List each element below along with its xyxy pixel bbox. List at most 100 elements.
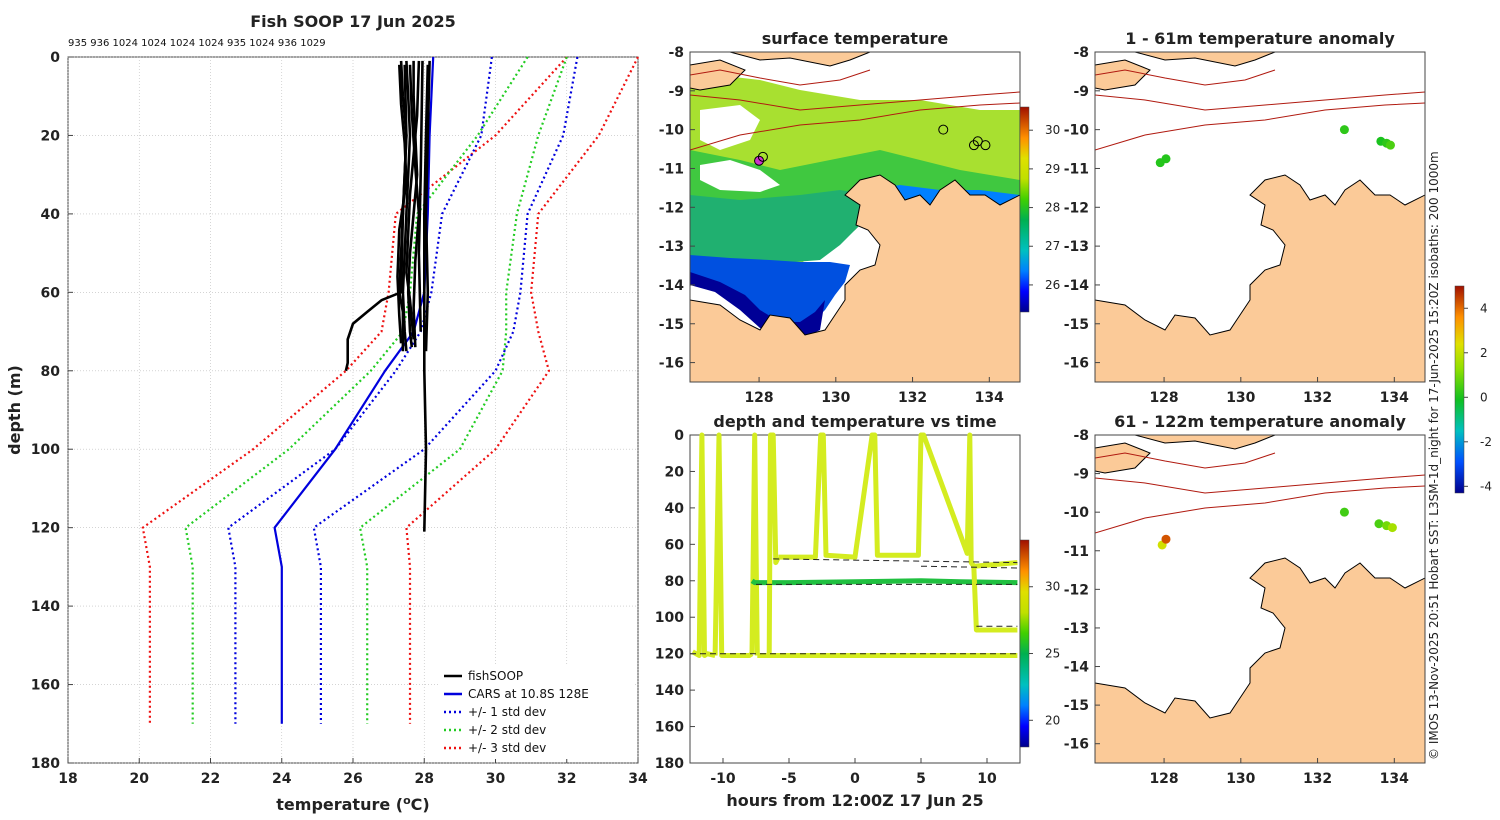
map-y-tick-label: -11 [1064,161,1089,177]
depth-time-tracks [690,432,1018,658]
colorbar-tick-label: -2 [1480,435,1492,449]
y-tick-label: 160 [31,678,60,694]
sst-timor-land [690,52,871,67]
sst-cloud-gap [700,160,780,192]
anomaly-deep-layers [1095,435,1425,763]
anomaly-deep-isobath-200m [1095,485,1425,534]
x-tick-label: 18 [58,771,77,787]
anomaly-deep-frame [1094,434,1426,764]
y-tick-label: 60 [41,285,61,301]
profile-x-ticks: 18 20 22 24 26 28 30 32 34 [58,758,648,787]
map-y-tick-label: -10 [1064,123,1090,139]
dt-x-tick-label: 5 [916,771,926,787]
sst-map-panel: surface temperature 128 130 132 [659,29,1061,406]
legend-label: +/- 2 std dev [468,723,546,737]
colorbar-tick-label: 29 [1045,162,1060,176]
sst-cloud-gap [880,58,925,85]
depth-time-panel: depth and temperature vs time -10 -5 0 5 100… [655,412,1061,810]
map-y-tick-label: -15 [659,317,684,333]
dt-y-tick-label: 100 [655,610,684,626]
y-tick-label: 100 [31,442,60,458]
profile-y-axis-label: depth (m) [5,365,24,455]
anomaly-shallow-australia-land [1095,174,1425,382]
y-tick-label: 140 [31,599,60,615]
depth-track [712,432,754,658]
dt-y-tick-label: 60 [665,537,685,553]
map-y-tick-label: -16 [1064,737,1089,753]
bottom-depth-dashed [920,565,1018,569]
depth-time-title: depth and temperature vs time [713,412,996,431]
anomaly-deep-australia-land [1095,557,1425,763]
depth-track [750,578,1018,586]
anomaly-shallow-isobath-200m [1095,102,1425,151]
depth-track [971,566,1018,633]
map-y-tick-label: -13 [1064,239,1089,255]
map-x-tick-label: 128 [1149,390,1178,406]
anomaly-point [1339,507,1349,517]
fish-profile-line [401,60,412,352]
map-x-tick-label: 132 [898,390,927,406]
profile-fish-lines [344,60,431,532]
colorbar-tick-label: 30 [1045,123,1060,137]
y-tick-label: 180 [31,756,60,772]
anomaly-deep-isobath-1000m [1095,474,1425,494]
sst-station-marker [972,136,983,147]
dt-y-tick-label: 160 [655,720,684,736]
profile-x-axis-label: temperature (oC) [276,794,429,814]
anomaly-point [1387,523,1397,533]
fish-profile-line [424,60,431,352]
colorbar-tick-label: 2 [1480,346,1488,360]
anomaly-deep-timor-land [1095,435,1276,450]
sst-colorbar-ticks: 26 27 28 29 30 [1029,123,1060,292]
colorbar-tick-label: 26 [1045,278,1060,292]
map-y-tick-label: -8 [1073,428,1089,444]
x-tick-label: 28 [415,771,434,787]
x-tick-label: 26 [343,771,362,787]
sst-station-marker [980,140,991,151]
series-line-std2 [184,56,529,724]
map-y-tick-label: -9 [668,84,684,100]
colorbar-tick-label: 20 [1045,713,1060,727]
dt-x-tick-label: 0 [850,771,860,787]
dt-y-tick-label: 40 [665,501,685,517]
anomaly-deep-island-land [1095,442,1151,474]
sst-isobath-200m [690,102,1020,151]
anomaly-point [1339,125,1349,135]
map-y-tick-label: -11 [1064,544,1089,560]
dt-y-tick-label: 20 [665,464,685,480]
fish-profile-line [405,60,421,340]
map-x-tick-label: 134 [1380,771,1409,787]
map-y-tick-label: -14 [659,278,685,294]
anomaly-shallow-ticks: 128 130 132 134 -8 -9 -10 -11 -12 -13 -14 -15 -16 [1064,45,1409,406]
anomaly-deep-isobath-north [1095,452,1276,469]
sst-cool-field [690,190,880,262]
map-x-tick-label: 132 [1303,390,1332,406]
map-y-tick-label: -9 [1073,467,1089,483]
depth-track [691,432,716,658]
sst-station-marker [754,155,765,166]
dt-y-tick-label: 80 [665,574,685,590]
x-tick-label: 32 [557,771,576,787]
legend-label: CARS at 10.8S 128E [468,687,589,701]
colorbar-tick-label: 30 [1045,580,1060,594]
sst-map-title: surface temperature [762,29,949,48]
sst-markers [754,124,991,166]
map-x-tick-label: 134 [1380,390,1409,406]
x-tick-label: 22 [201,771,220,787]
sst-island-land [690,59,746,91]
series-line-std3 [141,56,568,724]
anomaly-point [1161,534,1171,544]
colorbar-tick-label: 28 [1045,201,1060,215]
fish-profile-line [344,64,408,372]
map-y-tick-label: -8 [668,45,684,61]
dt-y-tick-label: 120 [655,647,684,663]
dt-x-tick-label: 10 [977,771,997,787]
anomaly-colorbar-ticks: -4 -2 0 2 4 [1464,301,1492,493]
legend-label: fishSOOP [468,669,523,683]
sst-isobath-north [690,69,871,86]
x-tick-label: 30 [486,771,506,787]
anomaly-shallow-island-land [1095,59,1151,91]
map-y-tick-label: -13 [1064,621,1089,637]
